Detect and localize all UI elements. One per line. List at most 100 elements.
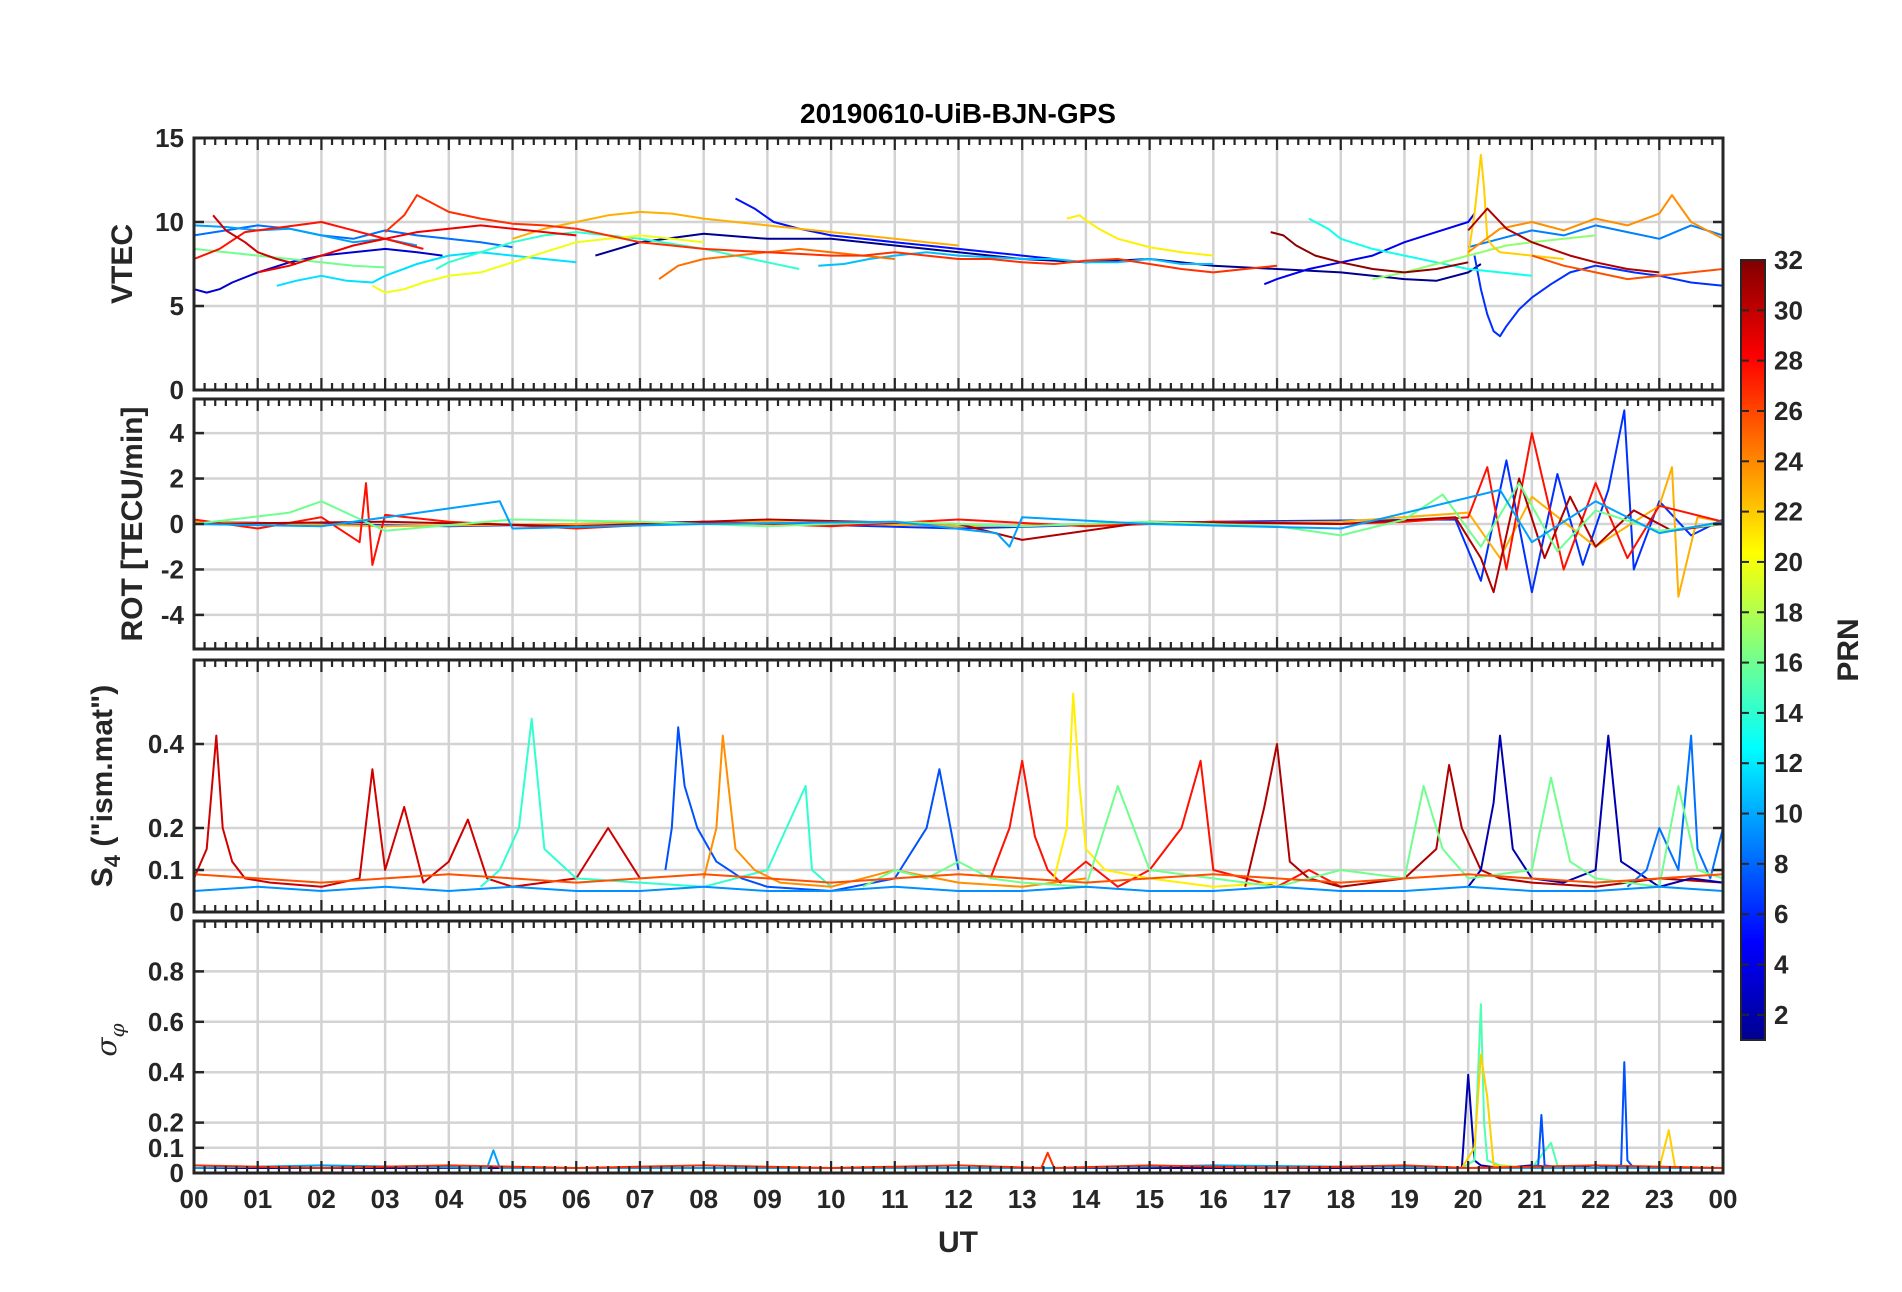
vtec-series-prn-9 [193,224,513,249]
x-tick-label: 15 [1135,1184,1164,1214]
s4-series-prn-11 [193,885,1724,892]
x-tick-label: 08 [689,1184,718,1214]
s4-y-label-rest: ("ism.mat") [86,685,119,855]
x-tick-label: 19 [1390,1184,1419,1214]
s4-series-prn-26 [193,873,1724,884]
vtec-series-prn-31 [1467,207,1660,274]
sigma-phi-ytick-label: 0.6 [148,1007,184,1037]
s4-ytick-label: 0.2 [148,813,184,843]
rot-series-prn-6 [193,409,1724,594]
colorbar-tick-label: 26 [1774,396,1803,426]
rot-series [193,409,1724,598]
vtec-series-prn-4 [1263,213,1476,286]
x-tick-label: 02 [307,1184,336,1214]
x-tick-label: 00 [180,1184,209,1214]
vtec-ytick-label: 0 [170,375,184,405]
x-tick-labels: 00 01 02 03 04 05 06 07 08 09 10 11 12 13 14 15 16 17 18 19… [180,1184,1738,1214]
vtec-series-prn-18 [193,247,386,269]
rot-ytick-label: -2 [161,554,184,584]
sigma-phi-panel: 00.10.2 0.4 0.6 0.8 σφ [90,919,1725,1188]
s4-series-prn-31 [1244,743,1724,888]
rot-ytick-label: 4 [170,418,185,448]
vtec-series-prn-19 [1372,234,1596,281]
sigma-phi-ytick-label: 0 [170,1158,184,1188]
x-tick-label: 09 [753,1184,782,1214]
vtec-series-prn-1 [595,232,1482,282]
s4-grid [194,660,1723,912]
vtec-series-prn-26 [1531,254,1724,281]
vtec-panel: 0 5 10 15 VTEC [106,123,1725,405]
sigma-phi-ytick-label: 0.2 [148,1108,184,1138]
s4-ticks [192,660,1725,914]
rot-series-prn-12 [193,488,1724,548]
sigma-phi-y-label-main: σ [90,1037,123,1057]
rot-series-prn-18 [193,482,1724,553]
colorbar-tick-label: 4 [1774,950,1789,980]
sigma-phi-y-label: σφ [90,1023,129,1056]
vtec-y-label: VTEC [106,224,139,304]
vtec-series-prn-27 [384,194,1278,274]
s4-series [193,692,1724,892]
rot-y-label: ROT [TECU/min] [116,407,149,642]
s4-series-prn-21 [1053,692,1278,888]
sigma-phi-y-tick-labels: 00.10.2 0.4 0.6 0.8 [148,956,185,1188]
vtec-series-prn-23 [512,210,959,247]
colorbar-tick-label: 8 [1774,849,1788,879]
colorbar-tick-label: 2 [1774,1000,1788,1030]
rot-ytick-label: -4 [161,600,185,630]
s4-ytick-label: 0 [170,897,184,927]
x-tick-label: 00 [1709,1184,1738,1214]
colorbar-tick-label: 24 [1774,446,1803,476]
vtec-series-prn-14 [276,251,577,287]
colorbar-tick-label: 18 [1774,597,1803,627]
sigma-phi-ticks [192,921,1725,1175]
rot-panel: -4 -2 0 2 4 ROT [TECU/min] [116,397,1725,651]
x-tick-label: 17 [1263,1184,1292,1214]
vtec-ytick-label: 10 [155,207,184,237]
s4-panel: 0 0.1 0.2 0.4 S4 ("ism.mat") [86,658,1725,927]
colorbar-gradient [1740,259,1766,1041]
s4-series-prn-28 [989,759,1342,888]
x-tick-label: 21 [1517,1184,1546,1214]
x-tick-label: 04 [434,1184,463,1214]
s4-y-tick-labels: 0 0.1 0.2 0.4 [148,729,185,927]
s4-y-label-main: S [86,867,119,887]
colorbar-tick-label: 20 [1774,547,1803,577]
x-tick-label: 01 [243,1184,272,1214]
sigma-phi-ytick-label: 0.1 [148,1133,184,1163]
s4-y-label-sub: 4 [100,854,125,867]
x-tick-label: 11 [881,1184,909,1214]
vtec-series-prn-21 [1066,214,1214,257]
figure-title: 20190610-UiB-BJN-GPS [800,98,1116,129]
rot-series-prn-28 [193,432,1724,571]
colorbar-label: PRN [1832,618,1865,681]
colorbar-tick-label: 14 [1774,698,1803,728]
vtec-series-prn-32 [1270,231,1469,274]
x-tick-label: 20 [1454,1184,1483,1214]
x-tick-label: 07 [625,1184,654,1214]
sigma-phi-ytick-label: 0.8 [148,956,184,986]
colorbar-tick-label: 6 [1774,899,1788,929]
s4-series-prn-30 [193,734,641,888]
vtec-ytick-label: 15 [155,123,184,153]
x-tick-label: 12 [944,1184,973,1214]
vtec-series-prn-30 [212,214,297,265]
rot-ytick-label: 0 [170,509,184,539]
s4-series-prn-2 [1467,734,1724,888]
s4-series-prn-7 [664,726,960,892]
rot-y-tick-labels: -4 -2 0 2 4 [161,418,185,630]
x-tick-label: 14 [1071,1184,1100,1214]
vtec-series-prn-29 [257,224,577,274]
vtec-series [193,153,1724,338]
vtec-series-prn-6 [1473,255,1724,338]
x-tick-label: 06 [562,1184,591,1214]
sigma-phi-ytick-label: 0.4 [148,1057,185,1087]
colorbar-tick-label: 32 [1774,245,1803,275]
colorbar-tick-label: 10 [1774,799,1803,829]
colorbar-tick-label: 30 [1774,295,1803,325]
x-tick-label: 22 [1581,1184,1610,1214]
x-tick-label: 10 [817,1184,846,1214]
